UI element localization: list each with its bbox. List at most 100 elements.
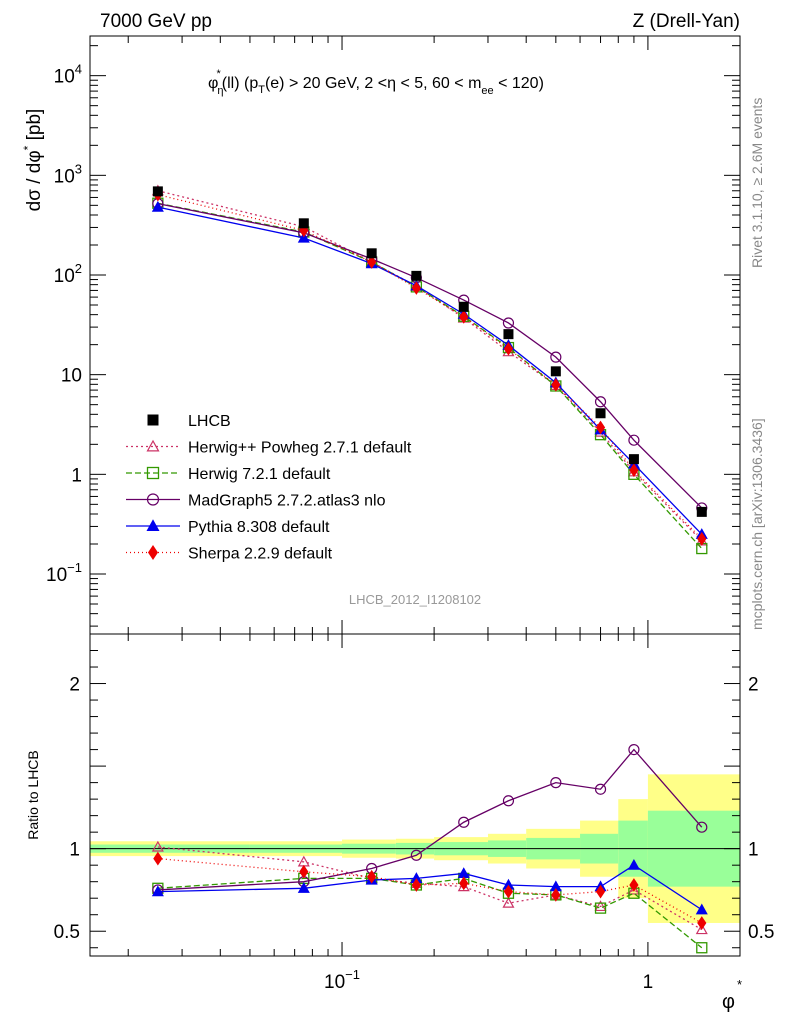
analysis-watermark: LHCB_2012_I1208102 bbox=[349, 592, 481, 607]
legend-entry: Sherpa 2.2.9 default bbox=[126, 544, 333, 563]
ratio-series-point bbox=[503, 884, 514, 899]
main-series-point bbox=[297, 231, 310, 243]
ratio-series-point bbox=[629, 878, 639, 892]
ratio-y-tick-label: 1 bbox=[69, 840, 80, 861]
data-point bbox=[411, 270, 422, 281]
data-point bbox=[298, 218, 309, 229]
ratio-series-point bbox=[502, 896, 515, 908]
ratio-series-point bbox=[594, 783, 607, 795]
main-series-point bbox=[411, 281, 421, 295]
ratio-series-point bbox=[594, 900, 607, 912]
title-cut2: < 120) bbox=[494, 75, 544, 92]
ratio-series-point bbox=[411, 878, 421, 892]
main-series-line bbox=[157, 202, 703, 549]
legend-label: LHCB bbox=[188, 413, 231, 430]
ratio-axis-ticks: 0.5 0.5 1 1 2 2 bbox=[54, 633, 774, 949]
legend-label: Pythia 8.308 default bbox=[188, 519, 330, 536]
legend-marker bbox=[147, 414, 159, 426]
ylabel-star: * bbox=[21, 145, 35, 150]
legend-label: MadGraph5 2.7.2.atlas3 nlo bbox=[188, 493, 386, 510]
ratio-series-point bbox=[695, 903, 708, 915]
ylabel-main: dσ / dφ bbox=[24, 150, 45, 211]
header-energy: 7000 GeV pp bbox=[100, 11, 212, 32]
rivet-label: Rivet 3.1.10, ≥ 2.6M events bbox=[749, 98, 765, 268]
main-y-tick-label: 1 bbox=[71, 465, 82, 486]
main-series-point bbox=[628, 434, 640, 446]
data-point bbox=[152, 186, 163, 197]
title-ee: ee bbox=[481, 85, 493, 97]
ratio-series-line bbox=[157, 857, 703, 924]
main-series-point bbox=[594, 396, 607, 408]
ratio-series-point bbox=[151, 885, 164, 897]
ratio-series-point bbox=[151, 840, 164, 852]
legend-marker bbox=[146, 493, 160, 506]
ratio-series-line bbox=[157, 748, 703, 891]
ratio-series-point bbox=[627, 883, 640, 895]
title-star: * bbox=[217, 68, 222, 80]
data-points-layer bbox=[152, 186, 707, 517]
title-eta: η bbox=[217, 85, 223, 97]
main-series-line bbox=[157, 206, 703, 535]
title-T: T bbox=[258, 84, 265, 96]
ratio-series-point bbox=[297, 882, 310, 893]
main-plot-frame bbox=[89, 35, 741, 635]
ratio-series-point bbox=[551, 888, 561, 902]
main-series-point bbox=[595, 420, 606, 435]
main-series-point bbox=[151, 200, 164, 212]
main-series-point bbox=[502, 317, 515, 329]
ratio-series-line bbox=[157, 877, 703, 949]
data-point bbox=[696, 506, 707, 517]
ratio-series-point bbox=[696, 942, 708, 954]
x-axis-label: φ* bbox=[722, 977, 742, 1013]
title-phi: φ bbox=[208, 75, 218, 92]
legend-label: Herwig 7.2.1 default bbox=[188, 466, 331, 483]
ratio-series-line bbox=[157, 864, 703, 911]
main-series-layer bbox=[151, 184, 708, 555]
ratio-y-axis-label: Ratio to LHCB bbox=[25, 750, 41, 839]
ratio-series-point bbox=[410, 849, 422, 861]
data-point bbox=[503, 329, 514, 340]
ratio-series-point bbox=[153, 851, 163, 866]
data-point bbox=[366, 248, 377, 259]
ratio-series-point bbox=[458, 816, 470, 828]
main-series-point bbox=[503, 341, 514, 356]
x-axis-ticks: 10−1 1 bbox=[127, 36, 741, 993]
main-axis-ticks: 10−1 1 10 102 103 104 bbox=[46, 45, 740, 627]
legend-entry: LHCB bbox=[147, 413, 231, 430]
main-series-line bbox=[157, 202, 703, 509]
main-series-point bbox=[550, 351, 562, 363]
main-series-point bbox=[367, 255, 377, 269]
main-series-point bbox=[697, 531, 707, 546]
main-y-tick-label: 103 bbox=[54, 161, 82, 187]
main-y-tick-label: 10−1 bbox=[46, 560, 82, 586]
legend-entry: Herwig++ Powheg 2.7.1 default bbox=[126, 440, 412, 457]
ratio-series-point bbox=[459, 876, 469, 891]
ratio-series-point bbox=[628, 743, 640, 756]
legend-label: Herwig++ Powheg 2.7.1 default bbox=[188, 440, 412, 457]
main-y-tick-label: 10 bbox=[61, 366, 82, 387]
data-point bbox=[595, 408, 606, 419]
legend-entry: MadGraph5 2.7.2.atlas3 nlo bbox=[126, 493, 386, 510]
x-tick-label: 10−1 bbox=[324, 967, 360, 993]
ratio-series-point bbox=[696, 821, 708, 833]
legend-marker bbox=[146, 519, 160, 532]
legend-label: Sherpa 2.2.9 default bbox=[188, 546, 333, 563]
main-y-tick-label: 104 bbox=[54, 62, 82, 88]
ratio-y-tick-label: 2 bbox=[69, 675, 80, 696]
legend: LHCB Herwig++ Powheg 2.7.1 default Herwig … bbox=[126, 413, 412, 563]
title-cut1: (e) > 20 GeV, 2 <η < 5, 60 < m bbox=[265, 75, 481, 92]
xlabel-phi: φ bbox=[722, 991, 735, 1013]
ratio-series-point bbox=[695, 923, 708, 935]
data-point bbox=[628, 454, 639, 465]
plot-title: φη *(ll) (pT(e) > 20 GeV, 2 <η < 5, 60 < … bbox=[208, 68, 544, 97]
main-y-axis-label: dσ / dφ* [pb] bbox=[21, 109, 45, 212]
x-tick-label: 1 bbox=[643, 972, 654, 993]
legend-entry: Pythia 8.308 default bbox=[126, 519, 330, 536]
ratio-series-point bbox=[299, 864, 309, 879]
title-ll: (ll) (p bbox=[222, 75, 259, 92]
ratio-y-tick-label-right: 0.5 bbox=[748, 922, 774, 943]
legend-marker bbox=[147, 544, 159, 561]
ratio-series-point bbox=[550, 777, 562, 789]
ratio-y-tick-label: 0.5 bbox=[54, 922, 80, 943]
